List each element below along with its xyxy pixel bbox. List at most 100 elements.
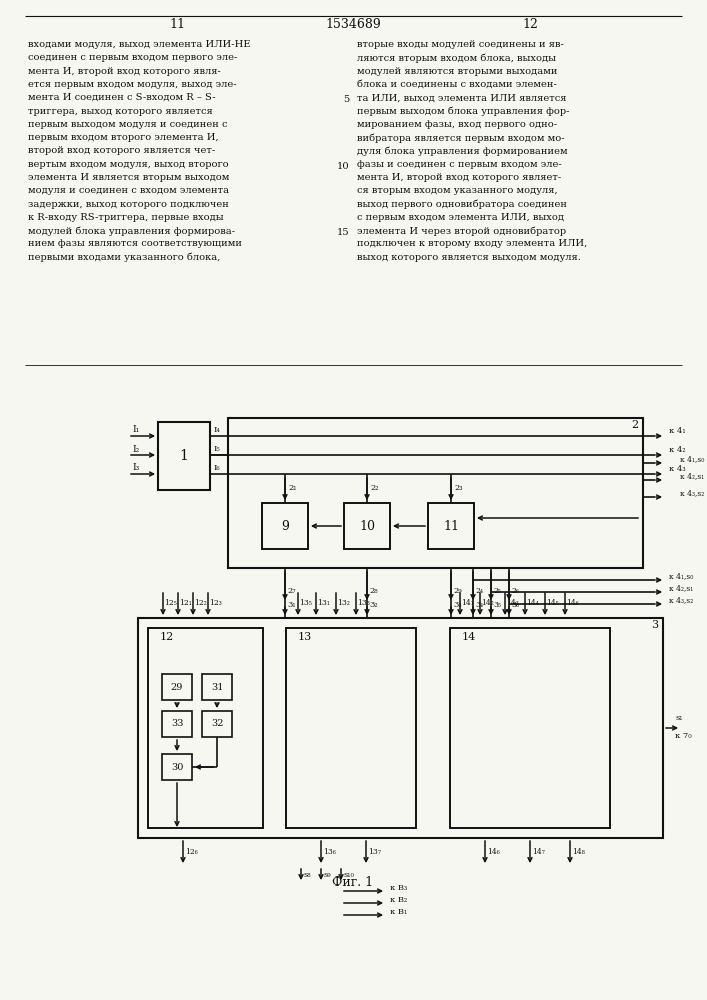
Bar: [202, 674, 232, 700]
Text: ся вторым входом указанного модуля,: ся вторым входом указанного модуля,: [357, 186, 558, 195]
Text: I₄: I₄: [214, 426, 221, 434]
Bar: [262, 503, 308, 549]
Text: задержки, выход которого подключен: задержки, выход которого подключен: [28, 200, 229, 209]
Text: I₂: I₂: [132, 444, 139, 454]
Text: 2₉: 2₉: [453, 587, 462, 595]
Text: 14₅: 14₅: [546, 599, 559, 607]
Text: 12₂: 12₂: [194, 599, 206, 607]
Text: мента И, второй вход которого явля-: мента И, второй вход которого явля-: [28, 67, 221, 76]
Text: 14₄: 14₄: [526, 599, 539, 607]
Text: 29: 29: [171, 682, 183, 692]
Text: 12₃: 12₃: [209, 599, 222, 607]
Text: мированием фазы, вход первого одно-: мированием фазы, вход первого одно-: [357, 120, 557, 129]
Bar: [202, 711, 232, 737]
Text: 13₂: 13₂: [337, 599, 350, 607]
Bar: [428, 503, 474, 549]
Text: дуля блока управления формированием: дуля блока управления формированием: [357, 146, 568, 156]
Text: 10: 10: [359, 520, 375, 532]
Bar: [158, 422, 210, 490]
Text: соединен с первым входом первого эле-: соединен с первым входом первого эле-: [28, 53, 238, 62]
Text: вибратора является первым входом мо-: вибратора является первым входом мо-: [357, 133, 565, 143]
Text: 14₆: 14₆: [566, 599, 579, 607]
Text: 2₆: 2₆: [511, 587, 519, 595]
Text: 2: 2: [631, 420, 638, 430]
Text: 2₅: 2₅: [493, 587, 501, 595]
Text: первым входом второго элемента И,: первым входом второго элемента И,: [28, 133, 218, 142]
Text: 13₃: 13₃: [357, 599, 370, 607]
Text: к 4₁,s₀: к 4₁,s₀: [669, 572, 694, 580]
Text: первым выходом модуля и соединен с: первым выходом модуля и соединен с: [28, 120, 228, 129]
Text: 31: 31: [211, 682, 223, 692]
Text: 3₅: 3₅: [493, 601, 501, 609]
Text: фазы и соединен с первым входом эле-: фазы и соединен с первым входом эле-: [357, 160, 562, 169]
Bar: [162, 754, 192, 780]
Text: к 4₂,s₁: к 4₂,s₁: [669, 584, 694, 592]
Text: к 7₀: к 7₀: [675, 732, 691, 740]
Text: 14: 14: [462, 632, 477, 642]
Text: 2₁: 2₁: [288, 485, 296, 492]
Text: первым выходом блока управления фор-: первым выходом блока управления фор-: [357, 106, 570, 116]
Text: ется первым входом модуля, выход эле-: ется первым входом модуля, выход эле-: [28, 80, 237, 89]
Text: к B₃: к B₃: [390, 884, 407, 892]
Text: ляются вторым входом блока, выходы: ляются вторым входом блока, выходы: [357, 53, 556, 63]
Text: 15: 15: [337, 228, 349, 237]
Text: 32: 32: [211, 720, 223, 728]
Text: к B₁: к B₁: [390, 908, 407, 916]
Text: 13₇: 13₇: [368, 848, 381, 856]
Text: 14₂: 14₂: [481, 599, 493, 607]
Text: 3: 3: [651, 620, 658, 630]
Text: 9: 9: [281, 520, 289, 532]
Text: 14₃: 14₃: [506, 599, 519, 607]
Text: модулей являются вторыми выходами: модулей являются вторыми выходами: [357, 67, 558, 76]
Text: подключен к второму входу элемента ИЛИ,: подключен к второму входу элемента ИЛИ,: [357, 239, 588, 248]
Text: 2₈: 2₈: [369, 587, 378, 595]
Bar: [162, 711, 192, 737]
Text: 30: 30: [171, 762, 183, 772]
Text: блока и соединены с входами элемен-: блока и соединены с входами элемен-: [357, 80, 557, 89]
Text: с первым входом элемента ИЛИ, выход: с первым входом элемента ИЛИ, выход: [357, 213, 564, 222]
Text: s₁: s₁: [675, 714, 682, 722]
Text: элемента И через второй одновибратор: элемента И через второй одновибратор: [357, 226, 566, 236]
Text: к 4₂: к 4₂: [669, 446, 686, 454]
Text: модулей блока управления формирова-: модулей блока управления формирова-: [28, 226, 235, 236]
Text: вертым входом модуля, выход второго: вертым входом модуля, выход второго: [28, 160, 228, 169]
Bar: [228, 418, 643, 568]
Text: s₈: s₈: [303, 871, 310, 879]
Text: 14₁: 14₁: [461, 599, 474, 607]
Text: 3₃: 3₃: [453, 601, 462, 609]
Text: к 4₃: к 4₃: [669, 465, 686, 473]
Bar: [344, 503, 390, 549]
Text: выход которого является выходом модуля.: выход которого является выходом модуля.: [357, 253, 581, 262]
Text: I₁: I₁: [132, 426, 139, 434]
Bar: [148, 628, 263, 828]
Text: 12₁: 12₁: [179, 599, 192, 607]
Text: к 4₁: к 4₁: [669, 427, 686, 435]
Text: та ИЛИ, выход элемента ИЛИ является: та ИЛИ, выход элемента ИЛИ является: [357, 93, 566, 102]
Text: s₉: s₉: [323, 871, 331, 879]
Text: элемента И является вторым выходом: элемента И является вторым выходом: [28, 173, 229, 182]
Bar: [162, 674, 192, 700]
Text: к 4₃,s₂: к 4₃,s₂: [680, 489, 704, 497]
Text: 12₆: 12₆: [185, 848, 198, 856]
Text: вторые входы модулей соединены и яв-: вторые входы модулей соединены и яв-: [357, 40, 564, 49]
Text: s₁₀: s₁₀: [343, 871, 354, 879]
Text: 1534689: 1534689: [325, 18, 381, 31]
Text: первыми входами указанного блока,: первыми входами указанного блока,: [28, 253, 221, 262]
Bar: [450, 628, 610, 828]
Text: Фиг. 1: Фиг. 1: [332, 876, 373, 888]
Text: к 4₂,s₁: к 4₂,s₁: [680, 472, 704, 480]
Text: 14₆: 14₆: [487, 848, 500, 856]
Text: к 4₁,s₀: к 4₁,s₀: [680, 455, 704, 463]
Text: 14₇: 14₇: [532, 848, 545, 856]
Text: мента И, второй вход которого являет-: мента И, второй вход которого являет-: [357, 173, 561, 182]
Text: к 4₃,s₂: к 4₃,s₂: [669, 596, 694, 604]
Bar: [138, 618, 663, 838]
Text: 13₅: 13₅: [299, 599, 312, 607]
Text: 12₅: 12₅: [164, 599, 177, 607]
Text: 2₂: 2₂: [370, 485, 378, 492]
Text: 1: 1: [180, 449, 189, 463]
Text: 11: 11: [443, 520, 459, 532]
Text: входами модуля, выход элемента ИЛИ-НЕ: входами модуля, выход элемента ИЛИ-НЕ: [28, 40, 250, 49]
Text: 2₇: 2₇: [287, 587, 296, 595]
Text: 2₄: 2₄: [475, 587, 483, 595]
